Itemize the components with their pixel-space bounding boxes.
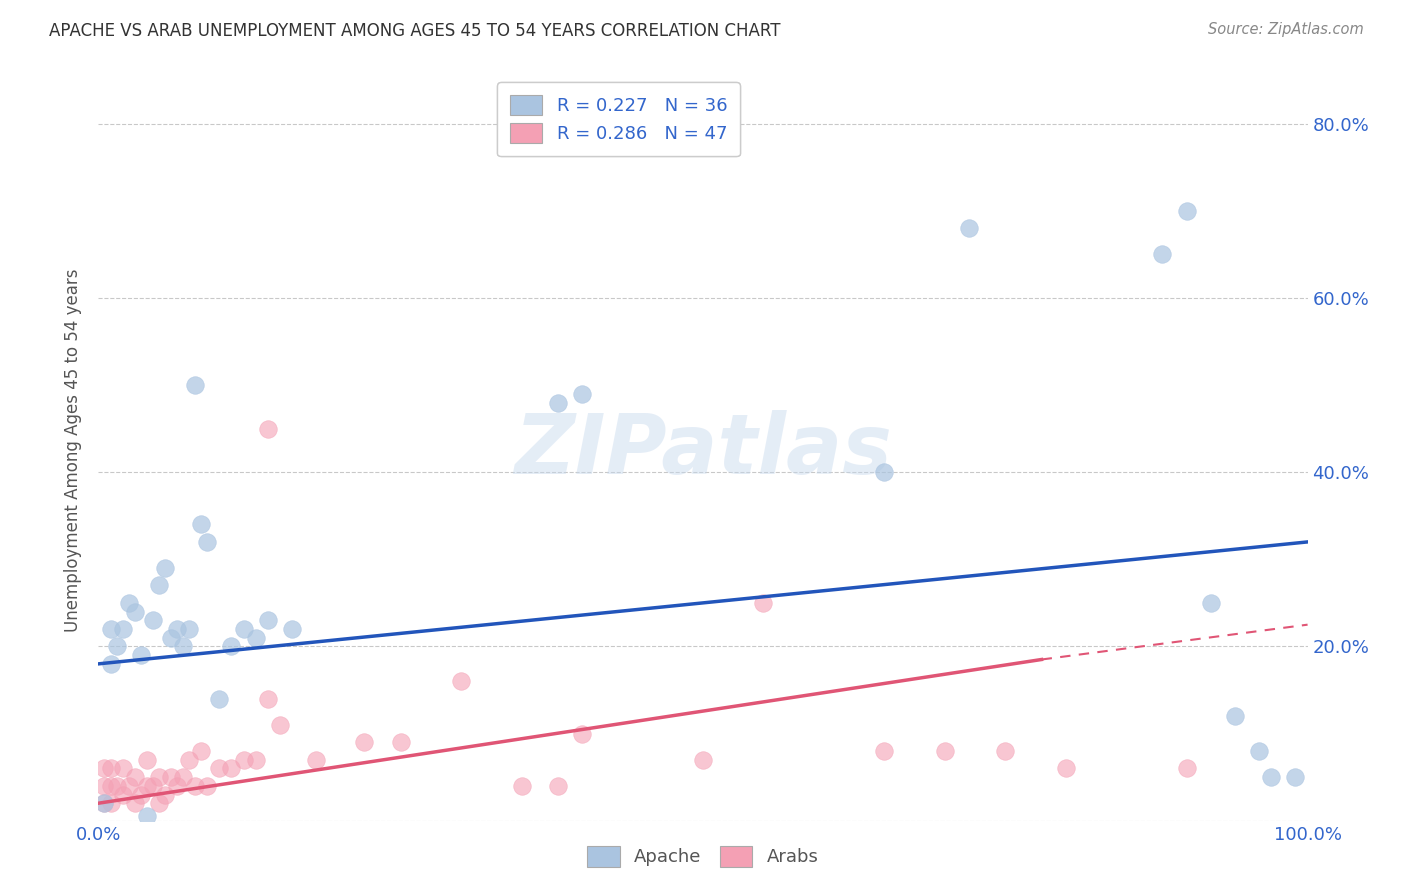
Point (1175, 203, 1198, 218)
Point (172, 770, 194, 784)
Point (873, 465, 896, 479)
Point (1223, 709, 1246, 723)
Point (256, 691, 278, 706)
Point (100, 622, 122, 636)
Point (256, 422, 278, 436)
Point (166, 622, 188, 636)
Point (190, 744, 212, 758)
Point (153, 788, 176, 802)
Point (245, 631, 267, 645)
Point (142, 613, 165, 627)
Point (105, 779, 128, 793)
Point (160, 631, 183, 645)
Point (124, 605, 146, 619)
Point (1260, 770, 1282, 784)
Point (353, 735, 375, 749)
Point (692, 753, 714, 767)
Point (873, 744, 896, 758)
Point (118, 596, 141, 610)
Point (100, 761, 122, 775)
Point (111, 761, 134, 775)
Point (93, 761, 115, 775)
Point (153, 561, 176, 575)
Point (547, 395, 569, 409)
Point (172, 640, 194, 654)
Point (100, 779, 122, 793)
Point (245, 753, 267, 767)
Point (148, 770, 170, 784)
Point (208, 691, 231, 706)
Point (118, 779, 141, 793)
Point (129, 648, 152, 662)
Point (124, 770, 146, 784)
Point (105, 640, 128, 654)
Point (179, 753, 201, 767)
Point (100, 796, 122, 810)
Point (195, 535, 218, 549)
Point (221, 761, 243, 775)
Point (510, 779, 533, 793)
Point (111, 622, 134, 636)
Point (190, 517, 212, 532)
Point (93, 796, 115, 810)
Point (232, 753, 254, 767)
Text: Source: ZipAtlas.com: Source: ZipAtlas.com (1208, 22, 1364, 37)
Point (957, 221, 980, 235)
Point (450, 674, 472, 689)
Point (232, 622, 254, 636)
Point (221, 640, 243, 654)
Point (148, 796, 170, 810)
Point (1152, 247, 1174, 261)
Point (281, 622, 304, 636)
Point (129, 788, 152, 802)
Point (934, 744, 956, 758)
Point (1175, 761, 1198, 775)
Point (135, 779, 157, 793)
Point (160, 770, 183, 784)
Point (93, 779, 115, 793)
Legend: Apache, Arabs: Apache, Arabs (581, 838, 825, 874)
Point (184, 378, 207, 392)
Point (142, 779, 165, 793)
Point (124, 796, 146, 810)
Point (1284, 770, 1306, 784)
Point (752, 596, 775, 610)
Point (1199, 596, 1222, 610)
Point (547, 779, 569, 793)
Point (148, 578, 170, 592)
Point (93, 796, 115, 810)
Legend: R = 0.227   N = 36, R = 0.286   N = 47: R = 0.227 N = 36, R = 0.286 N = 47 (496, 82, 740, 156)
Point (389, 735, 412, 749)
Y-axis label: Unemployment Among Ages 45 to 54 years: Unemployment Among Ages 45 to 54 years (65, 268, 83, 632)
Point (135, 753, 157, 767)
Point (269, 718, 291, 732)
Point (100, 657, 122, 671)
Point (256, 613, 278, 627)
Point (166, 779, 188, 793)
Text: ZIPatlas: ZIPatlas (515, 410, 891, 491)
Point (994, 744, 1017, 758)
Point (111, 788, 134, 802)
Point (184, 779, 207, 793)
Point (195, 779, 218, 793)
Point (179, 622, 201, 636)
Point (1054, 761, 1077, 775)
Text: APACHE VS ARAB UNEMPLOYMENT AMONG AGES 45 TO 54 YEARS CORRELATION CHART: APACHE VS ARAB UNEMPLOYMENT AMONG AGES 4… (49, 22, 780, 40)
Point (1249, 744, 1271, 758)
Point (571, 387, 593, 401)
Point (571, 726, 593, 740)
Point (305, 753, 328, 767)
Point (135, 809, 157, 823)
Point (208, 761, 231, 775)
